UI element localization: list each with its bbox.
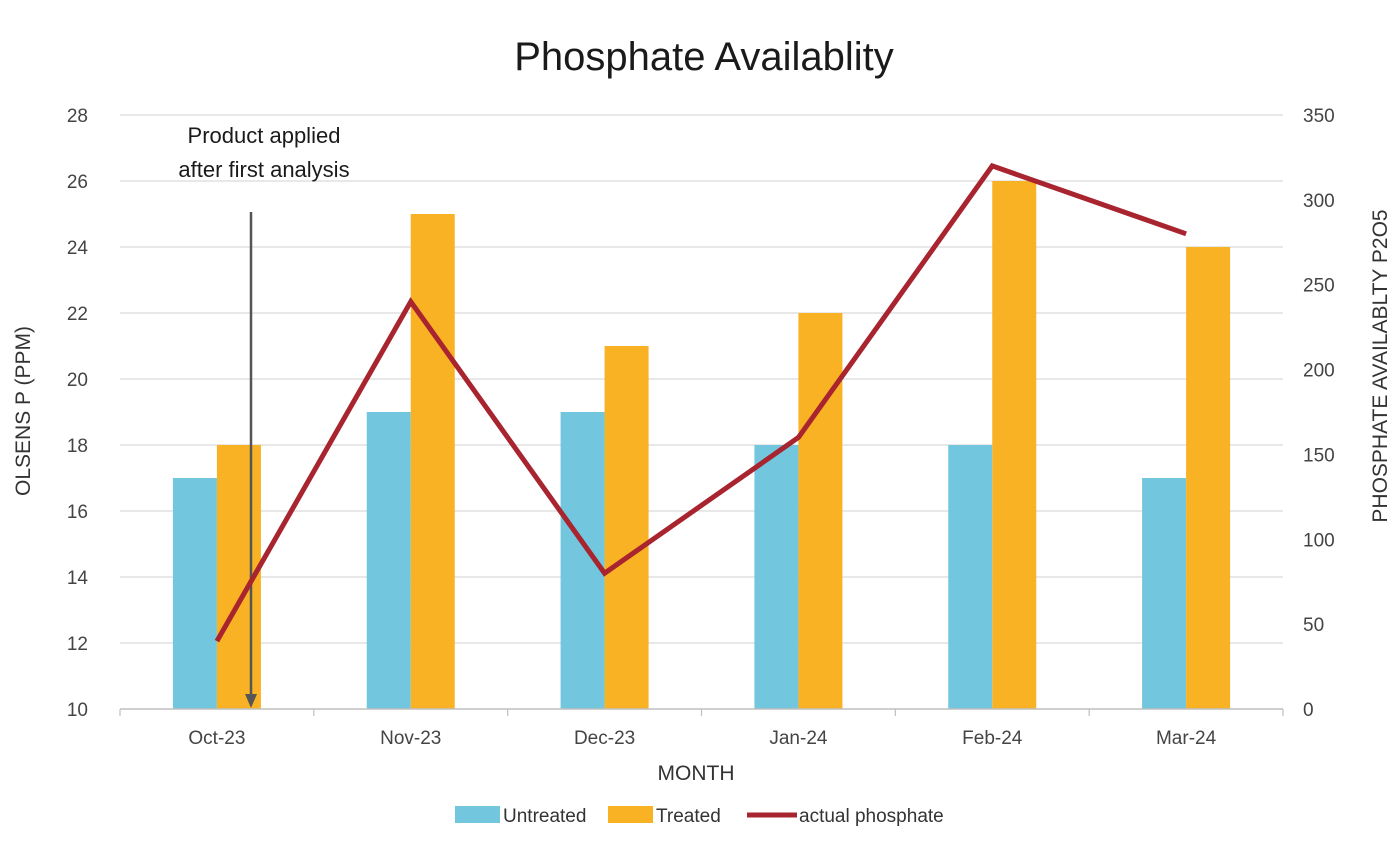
y2-tick-label: 250 [1303, 276, 1335, 297]
y2-axis-label: PHOSPHATE AVAILABLTY P2O5 [1369, 209, 1392, 522]
y2-tick-label: 300 [1303, 191, 1335, 212]
chart-title: Phosphate Availablity [514, 35, 894, 79]
legend-label-untreated: Untreated [503, 806, 586, 827]
line-actual-phosphate [214, 162, 1187, 643]
x-tick-label: Jan-24 [769, 728, 828, 749]
legend-swatch-untreated [455, 806, 500, 823]
bar-treated [410, 214, 455, 709]
annotation-line-1: Product applied [188, 123, 341, 148]
axes: 10 12 14 16 18 20 22 24 26 28 0 50 100 150 200 250 300 35… [67, 106, 1335, 749]
legend: Untreated Treated actual phosphate [455, 806, 944, 827]
y2-tick-label: 100 [1303, 530, 1335, 551]
bar-untreated [754, 445, 799, 709]
y-tick-label: 26 [67, 172, 88, 193]
y2-tick-label: 350 [1303, 106, 1335, 127]
legend-label-actual-phosphate: actual phosphate [799, 806, 944, 827]
y-tick-label: 28 [67, 106, 88, 127]
legend-swatch-treated [608, 806, 653, 823]
y2-tick-label: 200 [1303, 361, 1335, 382]
y-tick-label: 12 [67, 634, 88, 655]
bar-untreated [366, 412, 411, 709]
y2-tick-label: 0 [1303, 700, 1314, 721]
x-tick-label: Feb-24 [962, 728, 1023, 749]
bar-treated [992, 181, 1037, 709]
y2-tick-label: 150 [1303, 445, 1335, 466]
bar-untreated [948, 445, 993, 709]
x-tick-label: Nov-23 [380, 728, 441, 749]
annotation-line-2: after first analysis [178, 157, 349, 182]
y-tick-label: 24 [67, 238, 89, 259]
annotation-arrow-head [245, 694, 257, 708]
y-tick-label: 14 [67, 568, 89, 589]
legend-label-treated: Treated [656, 806, 721, 827]
annotation: Product applied after first analysis [178, 123, 350, 708]
y-tick-label: 18 [67, 436, 88, 457]
y-tick-label: 16 [67, 502, 88, 523]
line-series [214, 162, 1187, 643]
y-tick-label: 10 [67, 700, 88, 721]
bar-treated [604, 346, 649, 709]
bar-treated [798, 313, 843, 709]
bars [172, 181, 1231, 709]
y-axis-label: OLSENS P (PPM) [12, 326, 35, 496]
bar-treated [1186, 247, 1231, 709]
x-axis-label: MONTH [658, 762, 735, 785]
y-tick-label: 20 [67, 370, 88, 391]
y2-tick-label: 50 [1303, 615, 1324, 636]
bar-untreated [172, 478, 217, 709]
y-tick-label: 22 [67, 304, 88, 325]
x-tick-label: Mar-24 [1156, 728, 1217, 749]
x-tick-label: Dec-23 [574, 728, 635, 749]
gridlines [120, 114, 1283, 644]
bar-untreated [1142, 478, 1187, 709]
x-tick-label: Oct-23 [188, 728, 245, 749]
